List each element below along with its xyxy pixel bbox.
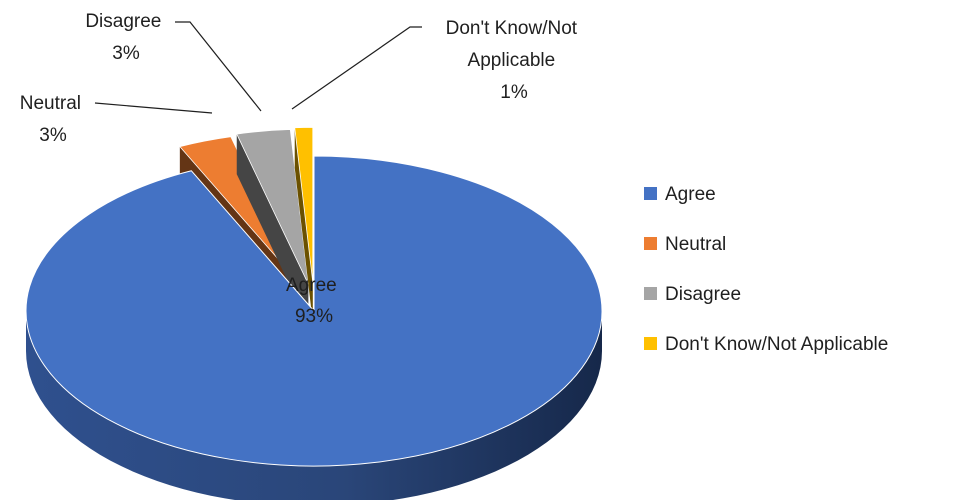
data-label-dont-know: Don't Know/Not Applicable 1% [446,18,583,103]
pie-slice-side-agree [26,311,602,500]
pie-slice-wall-dont-know [294,127,313,323]
data-label-disagree: Disagree 3% [85,11,166,64]
data-label-dont-know-value: 1% [500,82,528,103]
pie-slice-dont-know [294,126,314,323]
leader-line-dont-know [291,26,422,110]
legend-label-neutral: Neutral [665,234,726,255]
data-label-dont-know-line2: Applicable [468,50,556,71]
leader-line-neutral [94,102,213,114]
pie-slice-disagree [236,129,309,325]
legend-swatch-neutral [644,237,657,250]
data-label-agree: Agree 93% [286,275,342,327]
legend-swatch-agree [644,187,657,200]
data-label-agree-value: 93% [295,306,333,327]
data-label-neutral-name: Neutral [20,93,81,114]
data-label-disagree-name: Disagree [85,11,161,32]
pie-slice-top-disagree [236,129,309,285]
data-label-dont-know-line1: Don't Know/Not [446,18,578,39]
legend-swatch-dont-know [644,337,657,350]
legend-swatch-disagree [644,287,657,300]
data-label-neutral: Neutral 3% [20,93,87,146]
pie-slice-agree [25,155,603,500]
legend-label-dont-know: Don't Know/Not Applicable [665,334,888,355]
pie-slice-wall-disagree [236,134,309,325]
data-label-neutral-value: 3% [39,125,67,146]
pie-slices [25,126,603,500]
pie-slice-top-neutral [179,136,303,288]
leader-line-disagree [175,21,262,112]
data-label-disagree-value: 3% [112,43,140,64]
data-label-agree-name: Agree [286,275,337,296]
legend: Agree Neutral Disagree Don't Know/Not Ap… [644,184,888,355]
pie-slice-top-agree [25,155,603,467]
pie-slice-top-dont-know [294,126,314,283]
legend-label-disagree: Disagree [665,284,741,305]
legend-label-agree: Agree [665,184,716,205]
